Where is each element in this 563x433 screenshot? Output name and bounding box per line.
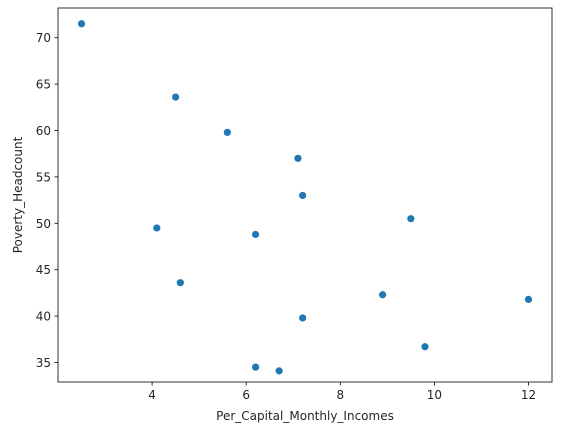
plot-area xyxy=(57,7,553,383)
x-tick-label: 10 xyxy=(427,388,442,402)
scatter-point xyxy=(299,191,307,200)
y-tick-label: 45 xyxy=(36,263,51,277)
scatter-point xyxy=(77,20,86,28)
scatter-point xyxy=(421,343,429,351)
scatter-point xyxy=(153,224,161,232)
scatter-point xyxy=(275,367,283,375)
y-tick-label: 50 xyxy=(36,217,51,231)
scatter-point xyxy=(407,215,415,223)
scatter-point xyxy=(252,230,260,239)
x-tick-label: 6 xyxy=(242,388,250,402)
y-tick-label: 55 xyxy=(36,170,51,184)
scatter-point xyxy=(524,295,533,304)
x-tick-label: 8 xyxy=(336,388,344,402)
scatter-point xyxy=(176,279,184,287)
plot-frame xyxy=(57,7,553,383)
scatter-point xyxy=(299,314,307,322)
y-tick-label: 70 xyxy=(36,31,51,45)
x-tick-label: 12 xyxy=(521,388,536,402)
scatter-point xyxy=(294,154,302,162)
x-axis-label: Per_Capital_Monthly_Incomes xyxy=(216,409,394,423)
y-tick-label: 65 xyxy=(36,78,51,92)
y-tick-label: 60 xyxy=(36,124,51,138)
scatter-point xyxy=(172,93,180,101)
y-axis-label: Poverty_Headcount xyxy=(11,136,25,253)
scatter-point xyxy=(223,128,231,136)
y-tick-label: 40 xyxy=(36,310,51,324)
x-axis: 4 6 8 10 12 xyxy=(148,382,536,402)
scatter-point xyxy=(379,291,387,299)
x-tick-label: 4 xyxy=(148,388,156,402)
y-tick-label: 35 xyxy=(36,356,51,370)
y-axis: 35 40 45 50 55 60 65 70 xyxy=(36,31,58,370)
scatter-point xyxy=(252,363,260,371)
points-layer xyxy=(77,20,533,375)
